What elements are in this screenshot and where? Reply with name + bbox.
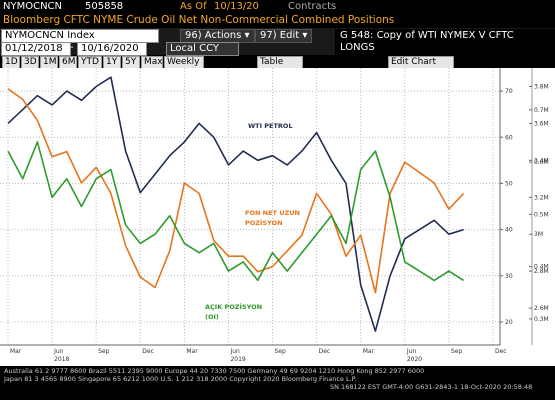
actions-menu[interactable]: 96) Actions ▾ — [180, 29, 255, 43]
y-tick-label: 40 — [505, 227, 513, 234]
x-tick-label: Sep — [451, 348, 463, 355]
x-tick-label: Mar — [363, 348, 375, 355]
series-line — [7, 76, 464, 332]
chart: Mar Jun Sep Dec Mar Jun Sep Dec Mar Jun Sep Dec 2018… — [0, 68, 555, 366]
x-tick-label: Mar — [10, 348, 22, 355]
as-of-date: 10/13/20 — [214, 1, 259, 12]
y-tick-label: 30 — [505, 273, 513, 280]
annotation: (OI) — [205, 313, 219, 321]
annotation: AÇIK POZİSYON — [205, 302, 262, 311]
x-tick-label: Dec — [495, 348, 507, 355]
date-separator: - — [70, 42, 74, 53]
x-tick-label: Mar — [186, 348, 198, 355]
series-line — [7, 88, 465, 294]
annotation: WTI PETROL — [248, 122, 293, 130]
footer-line: Japan 81 3 4565 8900 Singapore 65 6212 1… — [4, 375, 357, 383]
x-tick-label: Sep — [98, 348, 110, 355]
y-tick-label: 3.2M — [534, 194, 549, 201]
y-tick-label: 0.4M — [534, 264, 549, 271]
year-label: 2018 — [54, 356, 69, 363]
security-input[interactable]: NYMOCNCN Index — [1, 29, 159, 43]
year-label: 2019 — [230, 356, 245, 363]
x-tick-label: Dec — [142, 348, 154, 355]
x-tick-label: Jun — [406, 348, 417, 355]
y-tick-label: 70 — [505, 88, 513, 95]
y-tick-label: 3.6M — [534, 120, 549, 127]
footer-line: Australia 61 2 9777 8600 Brazil 5511 239… — [4, 367, 425, 375]
y-tick-label: 0.3M — [534, 316, 549, 323]
x-tick-label: Sep — [275, 348, 287, 355]
edit-menu[interactable]: 97) Edit ▾ — [255, 29, 313, 43]
x-tick-label: Jun — [53, 348, 64, 355]
currency-select[interactable]: Local CCY — [166, 42, 239, 56]
annotation: POZİSYON — [245, 218, 283, 227]
unit: Contracts — [288, 1, 337, 12]
series-line — [7, 141, 465, 282]
as-of-label: As Of — [180, 1, 207, 12]
y-tick-label: 3.4M — [534, 157, 549, 164]
y-tick-label: 0.7M — [534, 107, 549, 114]
footer-line: SN 168122 EST GMT-4:00 G631-2843-1 18-Oc… — [330, 383, 533, 391]
header-row: NYMOCNCN 505858 As Of 10/13/20 Contracts — [0, 0, 555, 13]
description: Bloomberg CFTC NYME Crude Oil Net Non-Co… — [3, 14, 395, 26]
y-tick-label: 0.6M — [534, 159, 549, 166]
last-value: 505858 — [85, 1, 124, 12]
x-tick-label: Dec — [319, 348, 331, 355]
annotation: FON NET UZUN — [245, 209, 300, 217]
end-date[interactable]: 10/16/2020 — [77, 42, 147, 56]
y-tick-label: 50 — [505, 180, 513, 187]
y-tick-label: 3M — [534, 231, 543, 238]
y-tick-label: 3.8M — [534, 83, 549, 90]
ticker: NYMOCNCN — [3, 1, 63, 12]
plot-background — [0, 68, 555, 366]
y-tick-label: 60 — [505, 134, 513, 141]
y-tick-label: 2.6M — [534, 305, 549, 312]
chart-name: G 548: Copy of WTI NYMEX V CFTC LONGS — [335, 29, 555, 55]
y-tick-label: 2.8M — [534, 268, 549, 275]
start-date[interactable]: 01/12/2018 — [1, 42, 71, 56]
x-tick-label: Jun — [229, 348, 240, 355]
y-tick-label: 0.5M — [534, 211, 549, 218]
year-label: 2020 — [407, 356, 422, 363]
y-tick-label: 20 — [505, 319, 513, 326]
